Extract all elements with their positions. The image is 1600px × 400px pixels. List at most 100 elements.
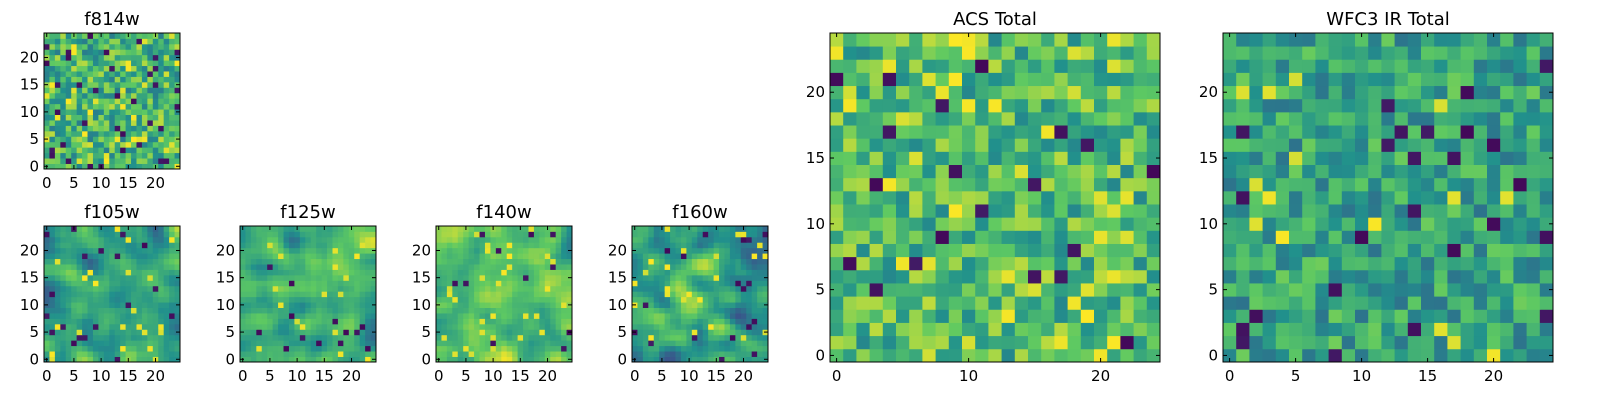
heatmap-cell	[109, 274, 116, 281]
heatmap-cell	[1080, 322, 1095, 337]
heatmap-cell	[856, 164, 870, 179]
heatmap-cell	[1315, 190, 1329, 205]
heatmap-cell	[103, 141, 110, 148]
heatmap-cell	[1094, 177, 1108, 192]
heatmap-cell	[92, 318, 99, 325]
heatmap-cell	[869, 283, 884, 297]
heatmap-cell	[272, 302, 279, 308]
heatmap-cell	[256, 274, 263, 281]
heatmap-cell	[566, 285, 573, 292]
heatmap-cell	[1394, 348, 1409, 363]
heatmap-cell	[691, 285, 698, 292]
heatmap-cell	[250, 264, 257, 270]
heatmap-cell	[1094, 164, 1108, 179]
heatmap-cell	[125, 54, 132, 61]
heatmap-cell	[76, 81, 83, 88]
heatmap-cell	[988, 46, 1002, 60]
heatmap-cell	[1041, 335, 1055, 350]
heatmap-cell	[484, 258, 491, 265]
heatmap-cell	[250, 356, 257, 363]
heatmap-cell	[544, 340, 551, 347]
heatmap-cell	[1500, 296, 1514, 310]
heatmap-cell	[675, 247, 682, 254]
heatmap-cell	[506, 351, 513, 357]
heatmap-cell	[87, 136, 94, 143]
heatmap-cell	[1368, 151, 1382, 165]
heatmap-cell	[544, 329, 551, 336]
heatmap-cell	[163, 71, 170, 77]
heatmap-cell	[174, 258, 181, 265]
heatmap-cell	[909, 322, 923, 337]
heatmap-cell	[49, 49, 56, 56]
heatmap-cell	[283, 253, 290, 260]
heatmap-cell	[702, 313, 709, 319]
heatmap-cell	[136, 60, 143, 67]
heatmap-cell	[109, 285, 116, 292]
heatmap-cell	[1223, 111, 1237, 126]
heatmap-cell	[87, 356, 94, 363]
heatmap-cell	[452, 274, 459, 281]
heatmap-cell	[1249, 190, 1263, 205]
heatmap-cell	[948, 98, 963, 113]
heatmap-cell	[528, 334, 535, 341]
heatmap-cell	[729, 334, 736, 341]
heatmap-cell	[474, 226, 480, 232]
heatmap-cell	[512, 253, 518, 260]
heatmap-cell	[169, 302, 175, 308]
heatmap-cell	[1328, 46, 1343, 60]
heatmap-cell	[484, 285, 491, 292]
heatmap-cell	[174, 65, 181, 72]
heatmap-cell	[1107, 164, 1121, 179]
heatmap-cell	[136, 76, 143, 83]
heatmap-cell	[1394, 217, 1409, 231]
heatmap-cell	[109, 258, 116, 265]
heatmap-cell	[697, 285, 704, 292]
heatmap-cell	[550, 231, 557, 238]
heatmap-cell	[147, 109, 154, 115]
heatmap-cell	[909, 151, 923, 165]
heatmap-cell	[1001, 33, 1016, 47]
heatmap-cell	[288, 329, 295, 336]
heatmap-cell	[642, 340, 649, 347]
heatmap-cell	[169, 114, 175, 121]
heatmap-cell	[729, 302, 736, 308]
heatmap-cell	[659, 274, 666, 281]
heatmap-cell	[109, 38, 116, 45]
heatmap-cell	[479, 334, 486, 341]
heatmap-cell	[561, 264, 567, 270]
heatmap-cell	[120, 296, 126, 303]
heatmap-cell	[680, 258, 687, 265]
heatmap-cell	[1421, 46, 1435, 60]
heatmap-cell	[680, 274, 687, 281]
heatmap-cell	[1094, 217, 1108, 231]
heatmap-cell	[713, 318, 720, 325]
heatmap-cell	[1014, 59, 1029, 73]
heatmap-cell	[1067, 164, 1082, 179]
heatmap-cell	[1315, 269, 1329, 284]
heatmap-cell	[1041, 164, 1055, 179]
heatmap-cell	[1421, 296, 1435, 310]
heatmap-cell	[446, 280, 453, 287]
heatmap-cell	[691, 231, 698, 238]
heatmap-cell	[337, 296, 344, 303]
heatmap-cell	[1513, 283, 1527, 297]
heatmap-cell	[675, 242, 682, 249]
heatmap-cell	[1133, 256, 1148, 271]
heatmap-cell	[256, 236, 263, 243]
heatmap-cell	[1080, 230, 1095, 244]
heatmap-cell	[92, 158, 99, 164]
heatmap-cell	[125, 136, 132, 143]
heatmap-cell	[1120, 256, 1134, 271]
heatmap-cell	[506, 231, 513, 238]
heatmap-cell	[120, 109, 126, 115]
heatmap-cell	[76, 43, 83, 50]
heatmap-cell	[92, 92, 99, 99]
heatmap-cell	[702, 334, 709, 341]
heatmap-cell	[321, 247, 328, 254]
heatmap-cell	[495, 280, 502, 287]
heatmap-cell	[310, 340, 317, 347]
heatmap-cell	[474, 334, 480, 341]
heatmap-cell	[327, 356, 333, 363]
heatmap-cell	[735, 258, 742, 265]
heatmap-cell	[272, 318, 279, 325]
